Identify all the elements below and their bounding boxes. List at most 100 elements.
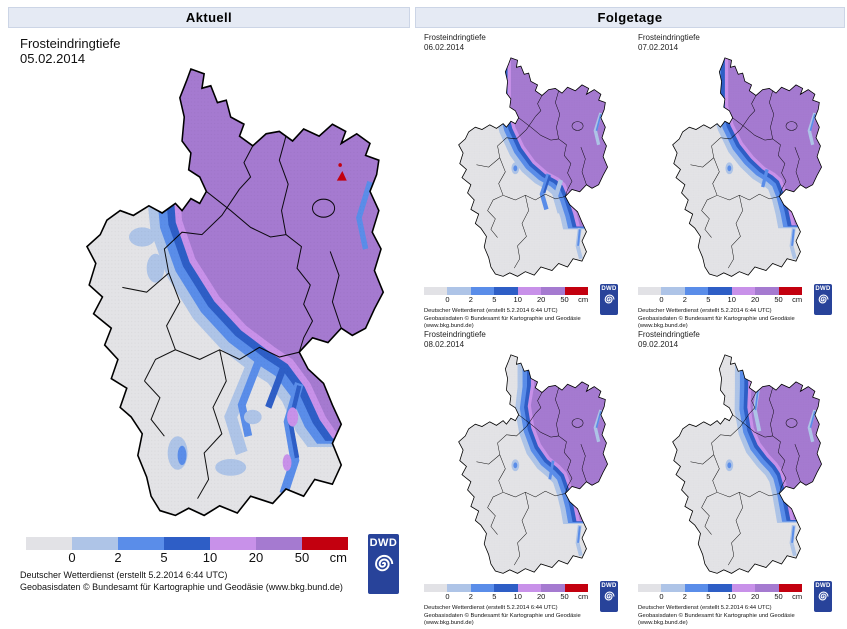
map-attribution: Deutscher Wetterdienst (erstellt 5.2.201… (638, 308, 844, 331)
legend-tick-label: 10 (727, 295, 736, 304)
legend-color-segment (447, 584, 471, 592)
dwd-spiral-icon (604, 294, 615, 304)
germany-frost-map-current (14, 57, 412, 531)
legend-unit-label: cm (578, 592, 589, 601)
legend-color-segment (778, 584, 802, 592)
dwd-logo-label: DWD (369, 537, 398, 549)
small-map-block-1: Frosteindringtiefe 06.02.2014 0 2 5 10 20 50 … (422, 33, 630, 329)
attribution-line1: Deutscher Wetterdienst (erstellt 5.2.201… (424, 308, 558, 314)
legend-tick-label: 5 (706, 295, 711, 304)
legend-color-segment (684, 584, 709, 592)
legend-tick-label: 2 (682, 592, 687, 601)
legend-color-segment (638, 584, 662, 592)
frost-depth-legend: 0 2 5 10 20 50 cm (424, 584, 588, 601)
legend-tick-label: 0 (68, 550, 76, 565)
legend-tick-row: 0 2 5 10 20 50 cm (26, 550, 348, 566)
legend-tick-row: 0 2 5 10 20 50 cm (638, 592, 802, 601)
legend-tick-label: 20 (750, 295, 760, 304)
legend-tick-label: 50 (560, 295, 569, 304)
legend-tick-label: 5 (492, 592, 497, 601)
legend-color-segment (517, 287, 542, 295)
legend-tick-label: 0 (445, 592, 450, 601)
small-map-title-block: Frosteindringtiefe 08.02.2014 (424, 330, 486, 349)
legend-color-segment (164, 537, 210, 550)
legend-color-segment (72, 537, 118, 550)
legend-color-bar (424, 287, 588, 295)
dwd-logo-label: DWD (815, 583, 831, 589)
panel-header-aktuell-label: Aktuell (185, 10, 233, 25)
legend-tick-label: 20 (536, 592, 546, 601)
dwd-logo-label: DWD (601, 583, 617, 589)
small-map-title: Frosteindringtiefe (638, 330, 700, 339)
frost-depth-legend: 0 2 5 10 20 50 cm (424, 287, 588, 304)
map-attribution: Deutscher Wetterdienst (erstellt 5.2.201… (424, 605, 630, 628)
small-map-block-3: Frosteindringtiefe 08.02.2014 0 2 5 10 20 50 … (422, 330, 630, 626)
legend-tick-label: 20 (750, 592, 760, 601)
small-map-date: 07.02.2014 (638, 42, 679, 52)
attribution-line2: Geobasisdaten © Bundesamt für Kartograph… (20, 582, 343, 592)
germany-frost-map-day2 (636, 52, 836, 284)
legend-color-bar (424, 584, 588, 592)
frost-depth-legend: 0 2 5 10 20 50 cm (638, 287, 802, 304)
legend-color-segment (755, 287, 779, 295)
legend-color-segment (424, 287, 448, 295)
dwd-logo: DWD (814, 284, 832, 315)
legend-tick-label: 0 (659, 592, 664, 601)
dwd-logo: DWD (368, 534, 399, 594)
small-map-date: 09.02.2014 (638, 339, 679, 349)
legend-tick-label: 10 (202, 550, 218, 565)
legend-tick-label: 2 (682, 295, 687, 304)
legend-color-bar (638, 584, 802, 592)
main-map-title-block: Frosteindringtiefe 05.02.2014 (20, 36, 120, 66)
attribution-line1: Deutscher Wetterdienst (erstellt 5.2.201… (638, 308, 772, 314)
frost-depth-legend: 0 2 5 10 20 50 cm (26, 537, 348, 566)
legend-color-segment (541, 584, 565, 592)
dwd-spiral-icon (818, 294, 829, 304)
legend-tick-label: 50 (774, 295, 783, 304)
legend-tick-label: 10 (513, 295, 522, 304)
germany-frost-map-day4 (636, 349, 836, 581)
legend-color-segment (564, 584, 588, 592)
small-map-title: Frosteindringtiefe (638, 33, 700, 42)
small-map-title: Frosteindringtiefe (424, 330, 486, 339)
attribution-line2: Geobasisdaten © Bundesamt für Kartograph… (424, 612, 581, 627)
small-map-title-block: Frosteindringtiefe 07.02.2014 (638, 33, 700, 52)
attribution-line2: Geobasisdaten © Bundesamt für Kartograph… (638, 612, 795, 627)
attribution-line2: Geobasisdaten © Bundesamt für Kartograph… (638, 315, 795, 330)
legend-tick-label: 50 (774, 592, 783, 601)
legend-tick-label: 20 (248, 550, 264, 565)
panel-header-folgetage-label: Folgetage (597, 10, 663, 25)
map-attribution: Deutscher Wetterdienst (erstellt 5.2.201… (424, 308, 630, 331)
legend-unit-label: cm (792, 592, 803, 601)
germany-frost-map-day3 (422, 349, 622, 581)
legend-color-segment (755, 584, 779, 592)
dwd-spiral-icon (604, 591, 615, 601)
attribution-line1: Deutscher Wetterdienst (erstellt 5.2.201… (424, 605, 558, 611)
legend-color-segment (564, 287, 588, 295)
legend-color-segment (541, 287, 565, 295)
panel-header-aktuell: Aktuell (8, 7, 410, 28)
panel-header-folgetage: Folgetage (415, 7, 845, 28)
legend-tick-label: 0 (659, 295, 664, 304)
legend-color-segment (210, 537, 256, 550)
legend-color-bar (26, 537, 348, 550)
legend-tick-label: 2 (468, 295, 473, 304)
dwd-logo: DWD (600, 284, 618, 315)
legend-tick-label: 0 (445, 295, 450, 304)
legend-color-segment (470, 287, 495, 295)
legend-color-segment (447, 287, 471, 295)
legend-color-segment (517, 584, 542, 592)
legend-color-segment (494, 584, 518, 592)
legend-tick-label: 10 (513, 592, 522, 601)
legend-tick-label: 2 (114, 550, 122, 565)
legend-tick-label: 10 (727, 592, 736, 601)
legend-unit-label: cm (329, 550, 347, 565)
dwd-logo-label: DWD (815, 286, 831, 292)
attribution-line2: Geobasisdaten © Bundesamt für Kartograph… (424, 315, 581, 330)
attribution-line1: Deutscher Wetterdienst (erstellt 5.2.201… (638, 605, 772, 611)
legend-color-segment (470, 584, 495, 592)
main-map-title: Frosteindringtiefe (20, 36, 121, 51)
legend-unit-label: cm (578, 295, 589, 304)
dwd-spiral-icon (818, 591, 829, 601)
